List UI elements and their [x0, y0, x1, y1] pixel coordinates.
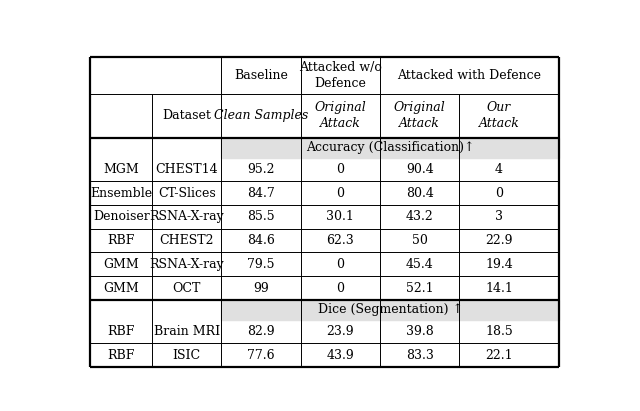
Text: Attacked w/o
Defence: Attacked w/o Defence [299, 61, 382, 90]
Text: 19.4: 19.4 [485, 258, 513, 271]
Text: 99: 99 [253, 282, 269, 295]
Text: RBF: RBF [108, 325, 135, 338]
Text: 22.1: 22.1 [485, 349, 513, 362]
Text: Accuracy (Classification)↑: Accuracy (Classification)↑ [306, 141, 474, 154]
Text: 0: 0 [495, 187, 503, 200]
Text: RSNA-X-ray: RSNA-X-ray [149, 210, 224, 224]
Text: 77.6: 77.6 [247, 349, 275, 362]
Text: Dataset: Dataset [162, 109, 211, 122]
Text: 18.5: 18.5 [485, 325, 513, 338]
Text: OCT: OCT [172, 282, 201, 295]
Text: 39.8: 39.8 [406, 325, 434, 338]
Text: 14.1: 14.1 [485, 282, 513, 295]
Text: Brain MRI: Brain MRI [154, 325, 220, 338]
Text: 82.9: 82.9 [247, 325, 275, 338]
Text: 79.5: 79.5 [247, 258, 275, 271]
Text: GMM: GMM [103, 282, 139, 295]
Text: Original
Attack: Original Attack [394, 101, 445, 130]
Text: 84.7: 84.7 [247, 187, 275, 200]
Text: Dice (Segmentation) ↑: Dice (Segmentation) ↑ [317, 303, 463, 316]
Text: 62.3: 62.3 [326, 234, 355, 247]
Bar [221, 300, 559, 320]
Text: 83.3: 83.3 [406, 349, 434, 362]
Text: 84.6: 84.6 [247, 234, 275, 247]
Text: 23.9: 23.9 [326, 325, 354, 338]
Text: 30.1: 30.1 [326, 210, 355, 224]
Text: CHEST14: CHEST14 [156, 163, 218, 176]
Text: GMM: GMM [103, 258, 139, 271]
Text: 0: 0 [337, 187, 344, 200]
Text: 85.5: 85.5 [247, 210, 275, 224]
Text: 0: 0 [337, 282, 344, 295]
Text: CT-Slices: CT-Slices [158, 187, 216, 200]
Text: 0: 0 [337, 163, 344, 176]
Text: Ensemble: Ensemble [90, 187, 152, 200]
Text: Denoiser: Denoiser [93, 210, 150, 224]
Text: 43.9: 43.9 [326, 349, 355, 362]
Text: Attacked with Defence: Attacked with Defence [397, 69, 541, 82]
Bar [221, 138, 559, 157]
Text: 50: 50 [412, 234, 428, 247]
Text: RSNA-X-ray: RSNA-X-ray [149, 258, 224, 271]
Text: RBF: RBF [108, 349, 135, 362]
Text: Our
Attack: Our Attack [479, 101, 520, 130]
Text: 43.2: 43.2 [406, 210, 434, 224]
Text: 52.1: 52.1 [406, 282, 433, 295]
Text: 95.2: 95.2 [247, 163, 275, 176]
Text: ISIC: ISIC [173, 349, 201, 362]
Text: Original
Attack: Original Attack [314, 101, 366, 130]
Text: 22.9: 22.9 [485, 234, 513, 247]
Text: MGM: MGM [103, 163, 139, 176]
Text: 80.4: 80.4 [406, 187, 434, 200]
Text: 0: 0 [337, 258, 344, 271]
Text: 45.4: 45.4 [406, 258, 434, 271]
Text: RBF: RBF [108, 234, 135, 247]
Text: CHEST2: CHEST2 [159, 234, 214, 247]
Text: 90.4: 90.4 [406, 163, 434, 176]
Text: Clean Samples: Clean Samples [214, 109, 308, 122]
Text: 4: 4 [495, 163, 503, 176]
Text: 3: 3 [495, 210, 503, 224]
Text: Baseline: Baseline [234, 69, 288, 82]
